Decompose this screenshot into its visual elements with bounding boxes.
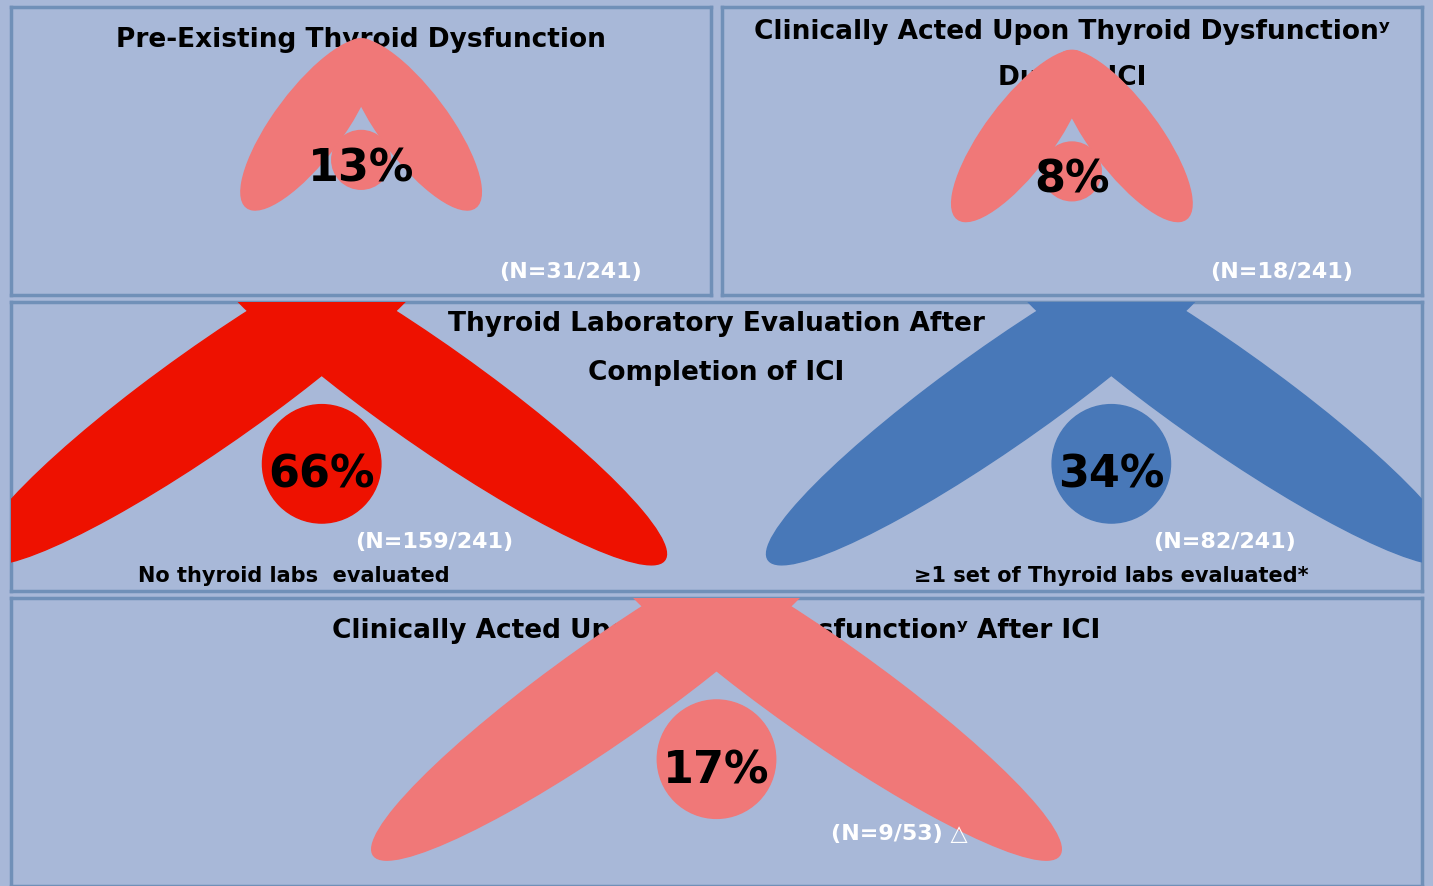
Ellipse shape bbox=[1056, 51, 1192, 222]
Text: Pre-Existing Thyroid Dysfunction: Pre-Existing Thyroid Dysfunction bbox=[116, 27, 606, 53]
Ellipse shape bbox=[332, 130, 390, 190]
Text: (N=18/241): (N=18/241) bbox=[1211, 262, 1353, 283]
Ellipse shape bbox=[1052, 405, 1171, 523]
Text: 34%: 34% bbox=[1058, 454, 1165, 497]
Ellipse shape bbox=[1043, 142, 1101, 201]
Ellipse shape bbox=[371, 516, 850, 860]
Ellipse shape bbox=[345, 39, 481, 210]
Text: 8%: 8% bbox=[1035, 159, 1109, 201]
Text: ≥1 set of Thyroid labs evaluated*: ≥1 set of Thyroid labs evaluated* bbox=[914, 566, 1308, 587]
Text: Thyroid Laboratory Evaluation After: Thyroid Laboratory Evaluation After bbox=[449, 311, 984, 337]
Ellipse shape bbox=[262, 405, 381, 523]
Text: 66%: 66% bbox=[268, 454, 375, 497]
Ellipse shape bbox=[767, 220, 1245, 565]
Text: No thyroid labs  evaluated: No thyroid labs evaluated bbox=[138, 566, 450, 587]
Ellipse shape bbox=[188, 220, 666, 565]
Ellipse shape bbox=[241, 39, 377, 210]
Text: During ICI: During ICI bbox=[997, 65, 1146, 90]
Text: 13%: 13% bbox=[308, 147, 414, 190]
Text: Completion of ICI: Completion of ICI bbox=[589, 360, 844, 386]
Text: Clinically Acted Upon Thyroid Dysfunctionʸ After ICI: Clinically Acted Upon Thyroid Dysfunctio… bbox=[332, 618, 1101, 644]
Text: (N=9/53) △: (N=9/53) △ bbox=[831, 824, 969, 844]
Text: 17%: 17% bbox=[663, 750, 770, 792]
Ellipse shape bbox=[979, 220, 1433, 565]
Ellipse shape bbox=[658, 700, 775, 819]
Text: (N=159/241): (N=159/241) bbox=[355, 532, 513, 552]
Ellipse shape bbox=[583, 516, 1062, 860]
Text: (N=82/241): (N=82/241) bbox=[1152, 532, 1295, 552]
Text: Clinically Acted Upon Thyroid Dysfunctionʸ: Clinically Acted Upon Thyroid Dysfunctio… bbox=[754, 19, 1390, 44]
Ellipse shape bbox=[952, 51, 1088, 222]
Ellipse shape bbox=[0, 220, 454, 565]
Text: (N=31/241): (N=31/241) bbox=[500, 262, 642, 283]
